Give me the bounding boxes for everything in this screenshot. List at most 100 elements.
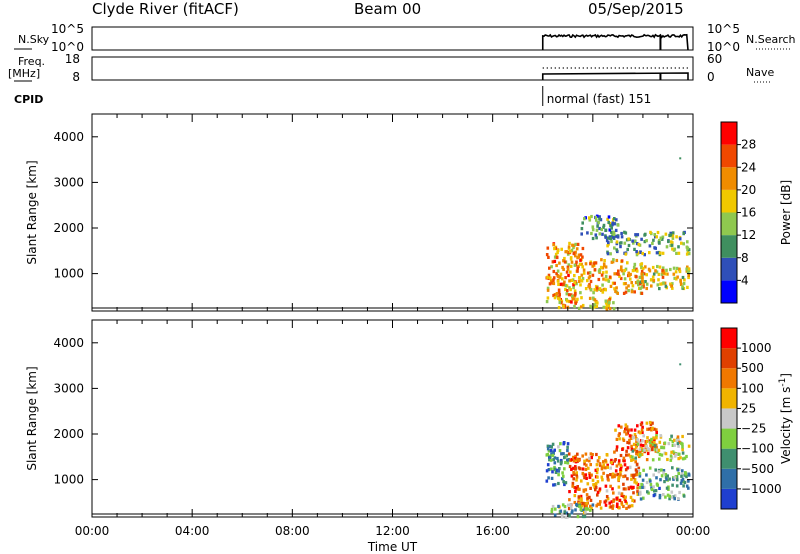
nsky-tick-label: 10^0 <box>51 40 84 54</box>
data-cell <box>671 450 675 454</box>
data-cell <box>590 456 593 460</box>
data-cell <box>671 440 675 444</box>
data-cell <box>670 243 674 247</box>
data-cell <box>669 454 673 458</box>
data-cell <box>627 453 631 457</box>
data-cell <box>651 443 654 447</box>
colorbar-segment <box>721 368 737 389</box>
data-cell <box>556 468 559 472</box>
data-cell <box>584 510 587 514</box>
data-cell <box>660 468 663 472</box>
data-cell <box>623 463 627 467</box>
data-cell <box>602 463 605 467</box>
data-cell <box>628 438 631 442</box>
data-cell <box>633 499 636 503</box>
data-cell <box>581 471 585 476</box>
cpid-mode-label: normal (fast) 151 <box>547 92 651 106</box>
data-cell <box>584 473 588 477</box>
data-cell <box>636 438 639 442</box>
data-cell <box>576 242 580 246</box>
data-cell <box>657 272 661 276</box>
data-cell <box>662 271 666 275</box>
data-cell <box>600 467 604 471</box>
data-cell <box>615 445 619 449</box>
data-cell <box>568 279 571 283</box>
data-cell <box>673 497 676 501</box>
data-cell <box>666 493 670 497</box>
data-cell <box>627 271 630 275</box>
data-cell <box>550 445 553 449</box>
data-cell <box>609 284 613 288</box>
data-cell <box>606 497 610 501</box>
data-cell <box>558 282 562 286</box>
data-cell <box>605 495 609 499</box>
data-cell <box>638 474 642 478</box>
data-cell <box>605 453 609 457</box>
data-cell <box>563 467 566 471</box>
data-cell <box>630 428 633 432</box>
data-cell <box>652 485 655 489</box>
data-cell <box>630 504 634 508</box>
nave-tick-label: 60 <box>707 52 722 66</box>
colorbar-segment <box>721 167 737 190</box>
data-cell <box>636 251 640 255</box>
data-cell <box>588 495 591 499</box>
data-cell <box>628 465 632 469</box>
data-cell <box>598 232 602 236</box>
data-cell <box>638 447 642 451</box>
data-cell <box>610 500 614 504</box>
data-cell <box>642 283 645 287</box>
data-cell <box>570 278 573 282</box>
data-cell <box>571 294 574 298</box>
data-cell <box>646 427 649 431</box>
data-cell <box>635 253 639 257</box>
data-cell <box>631 455 634 459</box>
data-cell <box>599 506 603 510</box>
data-cell <box>682 484 685 488</box>
data-cell <box>566 458 569 462</box>
data-cell <box>558 467 561 471</box>
data-cell <box>634 435 637 439</box>
data-cell <box>614 428 617 432</box>
data-cell <box>635 250 638 254</box>
data-cell <box>613 281 616 285</box>
data-cell <box>679 456 682 460</box>
y-axis-label: Slant Range [km] <box>25 160 39 264</box>
y-tick-label: 1000 <box>53 473 84 487</box>
data-cell <box>662 471 665 475</box>
data-cell <box>547 255 550 259</box>
data-cell <box>686 240 689 244</box>
data-cell <box>562 441 566 445</box>
data-cell <box>681 285 684 289</box>
data-cell <box>567 293 571 297</box>
data-cell <box>623 459 626 463</box>
data-cell <box>584 262 588 266</box>
data-cell <box>607 242 610 246</box>
colorbar-segment <box>721 328 737 349</box>
data-cell <box>687 267 691 271</box>
data-cell <box>600 475 604 479</box>
data-cell <box>611 504 615 508</box>
data-cell <box>687 273 690 277</box>
data-cell <box>627 284 630 288</box>
data-cell <box>601 283 604 287</box>
data-cell <box>655 235 658 239</box>
data-cell <box>618 274 621 278</box>
data-cell <box>596 493 599 497</box>
data-cell <box>615 248 619 252</box>
data-cell <box>557 274 560 278</box>
data-cell <box>615 504 619 508</box>
data-cell <box>599 218 603 222</box>
data-cell <box>681 451 685 455</box>
data-cell <box>591 264 594 268</box>
data-cell <box>581 454 584 458</box>
data-cell <box>608 228 612 232</box>
data-cell <box>545 469 549 473</box>
data-cell <box>602 262 606 266</box>
data-cell <box>623 430 626 434</box>
data-cell <box>623 241 627 245</box>
data-cell <box>586 271 590 275</box>
data-cell <box>636 486 639 490</box>
data-cell <box>636 492 640 496</box>
data-cell <box>572 477 575 481</box>
